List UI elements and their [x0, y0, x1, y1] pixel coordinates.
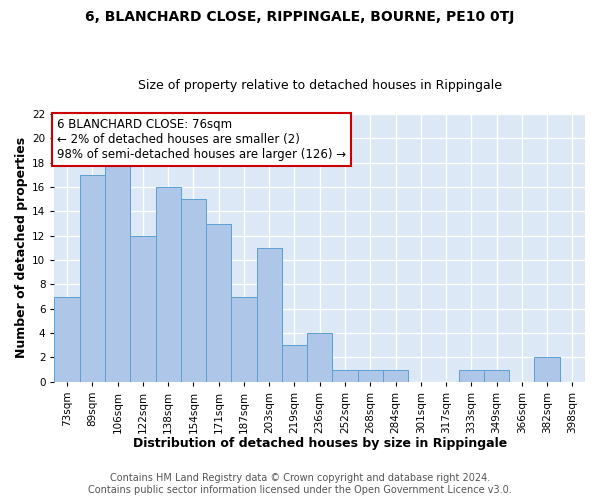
Title: Size of property relative to detached houses in Rippingale: Size of property relative to detached ho…: [138, 79, 502, 92]
Bar: [55, 296, 80, 382]
Bar: [257, 248, 282, 382]
Text: 6 BLANCHARD CLOSE: 76sqm
← 2% of detached houses are smaller (2)
98% of semi-det: 6 BLANCHARD CLOSE: 76sqm ← 2% of detache…: [57, 118, 346, 161]
Bar: [307, 333, 332, 382]
Y-axis label: Number of detached properties: Number of detached properties: [15, 138, 28, 358]
Bar: [155, 187, 181, 382]
Bar: [105, 162, 130, 382]
Bar: [80, 175, 105, 382]
Bar: [130, 236, 155, 382]
Bar: [332, 370, 358, 382]
Bar: [282, 345, 307, 382]
Bar: [231, 296, 257, 382]
Bar: [358, 370, 383, 382]
Text: 6, BLANCHARD CLOSE, RIPPINGALE, BOURNE, PE10 0TJ: 6, BLANCHARD CLOSE, RIPPINGALE, BOURNE, …: [85, 10, 515, 24]
X-axis label: Distribution of detached houses by size in Rippingale: Distribution of detached houses by size …: [133, 437, 507, 450]
Text: Contains HM Land Registry data © Crown copyright and database right 2024.
Contai: Contains HM Land Registry data © Crown c…: [88, 474, 512, 495]
Bar: [484, 370, 509, 382]
Bar: [458, 370, 484, 382]
Bar: [181, 199, 206, 382]
Bar: [535, 358, 560, 382]
Bar: [206, 224, 231, 382]
Bar: [383, 370, 408, 382]
